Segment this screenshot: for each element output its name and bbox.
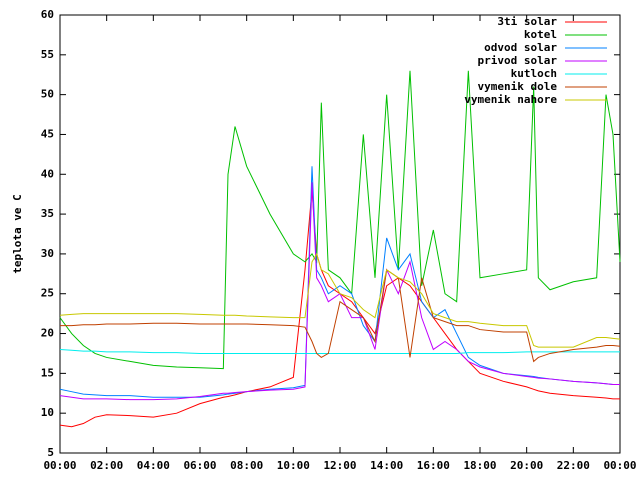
x-tick-label: 04:00 <box>137 459 170 472</box>
series-line <box>59 182 620 401</box>
legend-label: vymenik nahore <box>464 93 557 106</box>
legend-label: 3ti solar <box>497 15 557 28</box>
legend-label: odvod solar <box>484 41 557 54</box>
x-tick-label: 14:00 <box>370 459 403 472</box>
y-tick-label: 15 <box>41 366 54 379</box>
x-tick-label: 12:00 <box>323 459 356 472</box>
x-tick-label: 16:00 <box>417 459 450 472</box>
y-tick-label: 55 <box>41 48 54 61</box>
y-tick-label: 35 <box>41 207 54 220</box>
y-tick-label: 5 <box>47 446 54 459</box>
legend-label: kotel <box>524 28 557 41</box>
legend-label: vymenik dole <box>478 80 558 93</box>
y-tick-label: 45 <box>41 127 54 140</box>
y-tick-label: 50 <box>41 88 54 101</box>
x-tick-label: 20:00 <box>510 459 543 472</box>
x-tick-label: 02:00 <box>90 459 123 472</box>
y-tick-label: 10 <box>41 406 54 419</box>
x-tick-label: 06:00 <box>183 459 216 472</box>
series-line <box>59 166 620 398</box>
x-tick-label: 08:00 <box>230 459 263 472</box>
y-tick-label: 60 <box>41 8 54 21</box>
y-tick-label: 20 <box>41 327 54 340</box>
legend-label: privod solar <box>478 54 558 67</box>
x-tick-label: 00:00 <box>603 459 636 472</box>
x-tick-label: 18:00 <box>463 459 496 472</box>
series-line <box>59 348 620 354</box>
x-tick-label: 00:00 <box>43 459 76 472</box>
series-line <box>59 190 620 428</box>
y-tick-label: 30 <box>41 247 54 260</box>
y-tick-label: 25 <box>41 287 54 300</box>
series-line <box>59 252 621 348</box>
series-line <box>60 268 621 363</box>
y-axis-label: teplota ve C <box>11 194 24 273</box>
y-tick-label: 40 <box>41 167 54 180</box>
legend-label: kutloch <box>511 67 557 80</box>
x-tick-label: 22:00 <box>557 459 590 472</box>
x-tick-label: 10:00 <box>277 459 310 472</box>
